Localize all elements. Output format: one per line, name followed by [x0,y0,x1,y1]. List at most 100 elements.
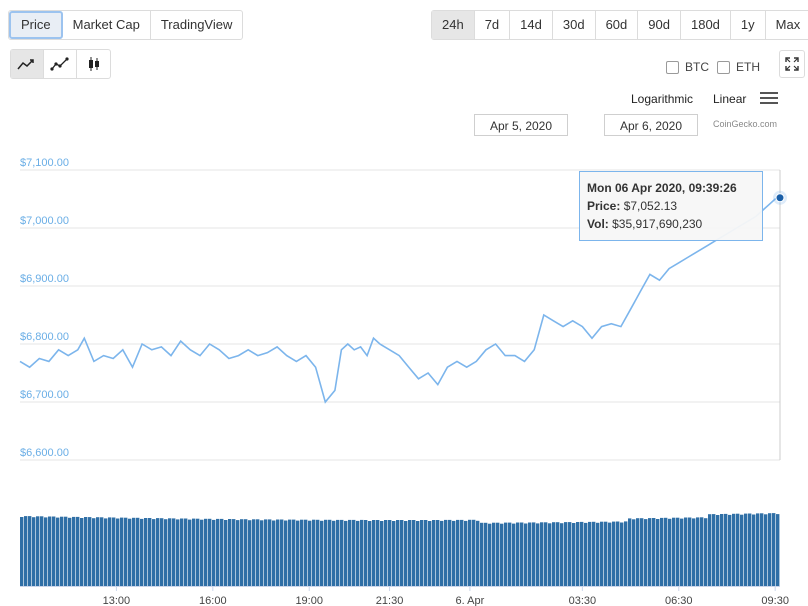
volume-bar [196,519,199,586]
volume-bar [436,520,439,586]
volume-bar [240,519,243,586]
tooltip-price: $7,052.13 [624,199,677,213]
volume-bar [340,520,343,586]
volume-bar [636,518,639,586]
volume-bar [380,521,383,586]
volume-bar [192,519,195,586]
volume-bar [84,517,87,586]
volume-bar [432,520,435,586]
volume-bar [252,519,255,586]
volume-bar [600,522,603,586]
volume-bar [372,520,375,586]
volume-bar [596,523,599,586]
volume-bar [188,520,191,586]
y-tick-label: $6,600.00 [20,447,69,459]
volume-bar [212,520,215,586]
volume-bar [440,521,443,586]
volume-bar [208,519,211,586]
volume-bar [584,523,587,586]
volume-bar [556,522,559,586]
volume-bar [644,519,647,586]
volume-bar [120,518,123,586]
volume-bar [408,520,411,586]
volume-bar [628,518,631,586]
volume-bar [560,523,563,586]
volume-bar [388,520,391,586]
volume-bar [164,519,167,586]
volume-bar [680,519,683,586]
volume-bar [136,518,139,586]
volume-bar [652,518,655,586]
volume-bar [420,520,423,586]
volume-bar [764,514,767,586]
y-tick-label: $6,700.00 [20,389,69,401]
volume-bar [276,520,279,587]
volume-bar [464,521,467,586]
volume-bar [160,518,163,586]
volume-bar [96,517,99,586]
volume-bar [640,518,643,586]
volume-bar [712,514,715,586]
volume-bar [472,520,475,586]
volume-bar [700,517,703,586]
volume-bar [116,519,119,587]
volume-bar [720,514,723,586]
volume-bar [60,517,63,586]
volume-bar [504,523,507,586]
volume-bar [616,522,619,587]
volume-bar [688,518,691,587]
volume-bar [496,523,499,586]
volume-bar [300,520,303,586]
volume-bar [68,518,71,586]
volume-bar [748,514,751,587]
volume-bar [108,517,111,586]
y-tick-label: $6,800.00 [20,331,69,343]
volume-bar [772,513,775,586]
volume-bar [444,520,447,586]
volume-bar [376,520,379,586]
volume-bar [564,522,567,586]
volume-bar [684,518,687,587]
volume-bar [500,524,503,586]
volume-bar [528,523,531,587]
volume-bar [176,519,179,586]
volume-bar [576,522,579,586]
volume-bar [384,520,387,586]
volume-bar [92,518,95,586]
volume-bar [544,522,547,586]
volume-bar [280,520,283,587]
volume-bar [716,515,719,586]
volume-bar [128,519,131,586]
volume-bar [760,513,763,586]
volume-bar [256,519,259,586]
volume-bar [40,516,43,586]
volume-bar [612,522,615,586]
volume-bar [620,523,623,587]
volume-bar [412,520,415,586]
volume-bar [452,521,455,586]
volume-bar [540,522,543,586]
volume-bar [52,517,55,587]
volume-bar [20,517,23,586]
volume-bar [580,522,583,586]
volume-bar [648,518,651,586]
volume-bar [768,513,771,586]
volume-bar [520,523,523,587]
volume-bar [288,520,291,586]
volume-bar [152,519,155,586]
volume-bar [244,519,247,586]
volume-bar [400,520,403,586]
volume-bar [480,523,483,586]
volume-bar [752,515,755,587]
volume-bar [88,517,91,586]
volume-bar [204,519,207,586]
volume-bar [428,521,431,586]
volume-bar [348,520,351,586]
x-tick-label: 19:00 [295,595,323,606]
volume-bar [776,514,779,586]
volume-bar [456,520,459,586]
volume-bar [336,520,339,586]
volume-bar [268,519,271,586]
volume-bar [604,522,607,586]
